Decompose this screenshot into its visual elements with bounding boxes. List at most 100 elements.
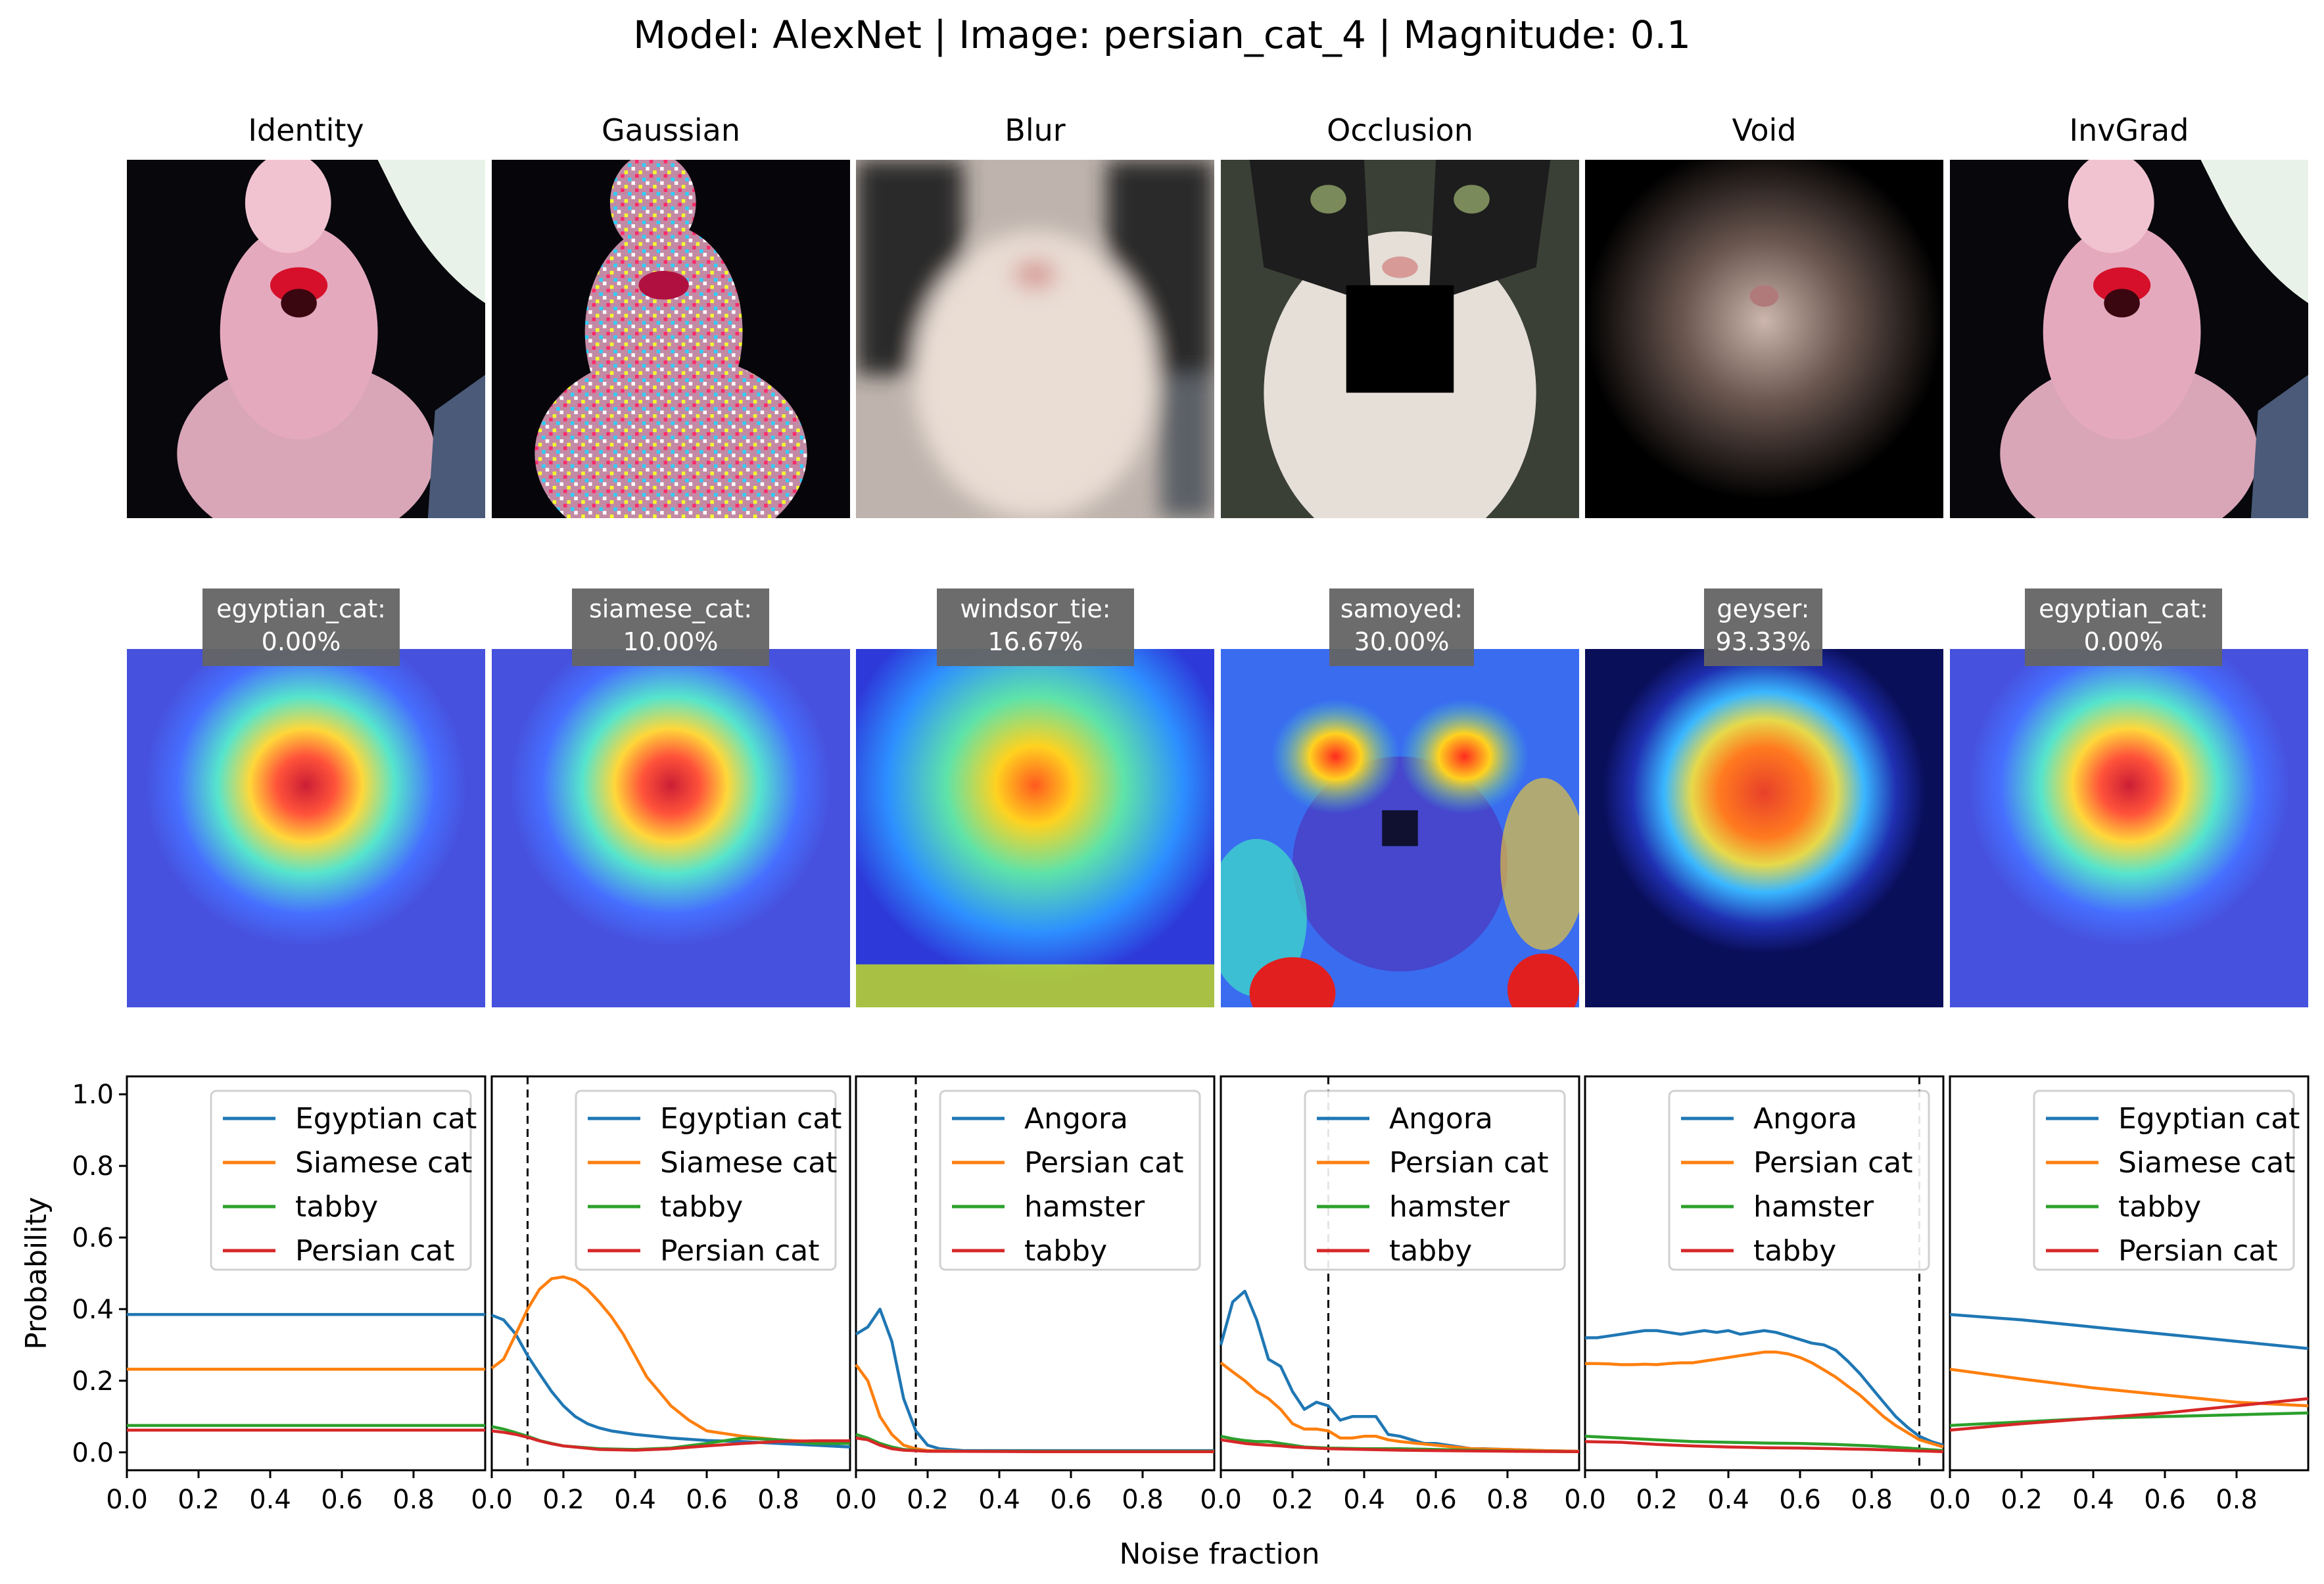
x-tick-label: 0.6 — [686, 1485, 728, 1515]
x-tick-label: 0.8 — [2216, 1485, 2258, 1515]
legend: Egyptian cat Siamese cat tabby Persian cat — [2033, 1090, 2300, 1271]
legend-frame — [2033, 1090, 2295, 1271]
legend-label: Angora — [1389, 1102, 1493, 1136]
series-line — [855, 1436, 1214, 1453]
prediction-label: egyptian_cat: — [216, 594, 386, 623]
series-line — [1220, 1438, 1580, 1453]
prediction-value: 93.33% — [1715, 627, 1811, 656]
legend-frame — [939, 1090, 1201, 1271]
x-tick-label: 0.0 — [1200, 1485, 1242, 1515]
y-tick-label: 0.0 — [72, 1438, 114, 1468]
legend-label: Egyptian cat — [295, 1102, 477, 1136]
series-line — [491, 1429, 850, 1452]
x-tick-label: 0.6 — [1050, 1485, 1092, 1515]
legend: Angora Persian cat hamster tabby — [939, 1090, 1201, 1271]
prediction-box-invgrad: egyptian_cat: 0.00% — [2025, 588, 2222, 666]
void-heatmap — [1585, 649, 1943, 1007]
x-tick-label: 0.4 — [2072, 1485, 2114, 1515]
series-line — [1949, 1312, 2309, 1351]
prediction-label: samoyed: — [1340, 594, 1463, 623]
identity-image — [127, 160, 485, 518]
legend-label: tabby — [1024, 1234, 1107, 1268]
prediction-value: 0.00% — [2083, 627, 2164, 656]
legend-label: tabby — [1389, 1234, 1472, 1268]
legend-label: Angora — [1024, 1102, 1128, 1136]
x-tick-label: 0.8 — [392, 1485, 435, 1515]
series-line — [490, 1275, 850, 1443]
prediction-label: windsor_tie: — [960, 594, 1111, 623]
y-tick-label: 0.8 — [72, 1151, 114, 1182]
column-title-blur: Blur — [1005, 112, 1066, 148]
x-tick-label: 0.4 — [614, 1485, 656, 1515]
legend-label: Egyptian cat — [660, 1102, 842, 1136]
blur-image — [856, 160, 1214, 518]
series-line — [1585, 1351, 1944, 1449]
occlusion-image — [1221, 160, 1579, 518]
x-tick-label: 0.2 — [178, 1485, 220, 1515]
gaussian-image — [492, 160, 850, 518]
blur-heatmap — [856, 649, 1214, 1007]
prediction-value: 16.67% — [987, 627, 1083, 656]
figure-title: Model: AlexNet | Image: persian_cat_4 | … — [633, 12, 1691, 57]
x-tick-label: 0.0 — [1564, 1485, 1606, 1515]
legend: Angora Persian cat hamster tabby — [1304, 1090, 1566, 1271]
legend-frame — [210, 1090, 472, 1271]
occlusion-heatmap — [1221, 649, 1579, 1007]
y-tick-label: 0.2 — [72, 1366, 114, 1397]
prediction-value: 30.00% — [1354, 627, 1450, 656]
gaussian-heatmap — [492, 649, 850, 1007]
series-line — [1949, 1397, 2309, 1432]
prediction-box-gaussian: siamese_cat: 10.00% — [572, 588, 769, 666]
column-title-gaussian: Gaussian — [601, 112, 741, 148]
x-tick-label: 0.2 — [907, 1485, 949, 1515]
legend-frame — [1668, 1090, 1930, 1271]
legend-label: Persian cat — [1753, 1146, 1913, 1180]
legend-label: Siamese cat — [295, 1146, 472, 1180]
legend-label: Egyptian cat — [2118, 1102, 2300, 1136]
legend-label: hamster — [1753, 1190, 1874, 1224]
prediction-box-void: geyser: 93.33% — [1704, 588, 1822, 666]
legend-label: Persian cat — [2118, 1234, 2278, 1268]
column-title-occlusion: Occlusion — [1327, 112, 1473, 148]
legend-label: Persian cat — [1389, 1146, 1549, 1180]
x-tick-label: 0.4 — [249, 1485, 291, 1515]
x-tick-label: 0.6 — [321, 1485, 363, 1515]
x-tick-label: 0.2 — [2001, 1485, 2043, 1515]
legend-label: tabby — [660, 1190, 743, 1224]
x-tick-label: 0.0 — [1929, 1485, 1971, 1515]
legend-label: hamster — [1024, 1190, 1145, 1224]
x-tick-label: 0.4 — [1343, 1485, 1385, 1515]
legend-label: hamster — [1389, 1190, 1510, 1224]
prediction-box-occlusion: samoyed: 30.00% — [1329, 588, 1474, 666]
x-axis-label: Noise fraction — [1119, 1537, 1319, 1571]
prediction-value: 10.00% — [623, 627, 719, 656]
series-line — [1585, 1329, 1944, 1447]
x-tick-label: 0.4 — [978, 1485, 1020, 1515]
y-tick-label: 0.6 — [72, 1223, 114, 1253]
legend-label: Siamese cat — [660, 1146, 837, 1180]
void-image — [1585, 160, 1943, 518]
legend-label: Angora — [1753, 1102, 1857, 1136]
x-tick-label: 0.0 — [106, 1485, 148, 1515]
legend-frame — [1304, 1090, 1566, 1271]
series-line — [1584, 1440, 1944, 1453]
x-tick-label: 0.8 — [1486, 1485, 1529, 1515]
prediction-box-identity: egyptian_cat: 0.00% — [202, 588, 400, 666]
series-line — [1220, 1361, 1580, 1453]
x-tick-label: 0.6 — [1415, 1485, 1457, 1515]
x-tick-label: 0.6 — [1779, 1485, 1821, 1515]
y-axis-label: Probability — [20, 1197, 53, 1350]
x-tick-label: 0.8 — [1122, 1485, 1164, 1515]
prediction-label: egyptian_cat: — [2039, 594, 2208, 623]
legend: Egyptian cat Siamese cat tabby Persian cat — [210, 1090, 477, 1271]
prediction-value: 0.00% — [261, 627, 341, 656]
x-tick-label: 0.0 — [471, 1485, 513, 1515]
column-title-identity: Identity — [248, 112, 364, 148]
x-tick-label: 0.2 — [542, 1485, 584, 1515]
legend-label: tabby — [1753, 1234, 1836, 1268]
x-tick-label: 0.2 — [1271, 1485, 1314, 1515]
invgrad-image — [1950, 160, 2308, 518]
legend-label: Persian cat — [1024, 1146, 1184, 1180]
prediction-label: geyser: — [1717, 594, 1810, 623]
